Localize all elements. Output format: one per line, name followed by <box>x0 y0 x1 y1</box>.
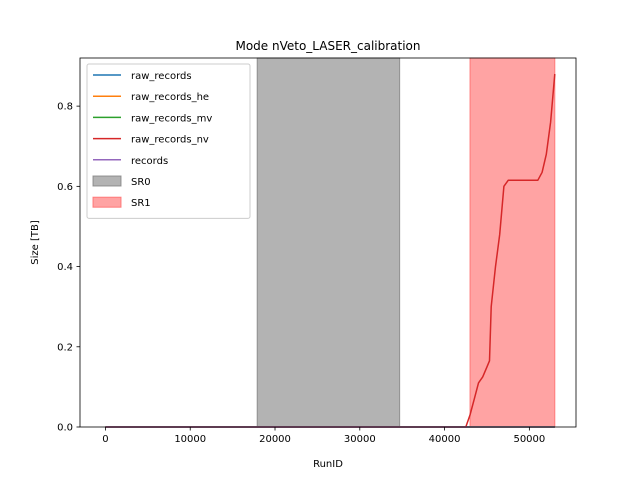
x-tick-label: 10000 <box>174 434 206 445</box>
legend-label-raw-records-he: raw_records_he <box>131 92 209 103</box>
legend-label-records: records <box>131 156 168 167</box>
y-tick-label: 0.2 <box>57 342 73 353</box>
legend-label-raw-records-nv: raw_records_nv <box>131 135 209 146</box>
y-tick-label: 0.8 <box>57 102 73 113</box>
span-sr0 <box>256 57 401 428</box>
x-axis-label: RunID <box>313 459 343 470</box>
y-axis-ticks: 0.0 0.2 0.4 0.6 0.8 <box>57 102 80 434</box>
legend-swatch-sr0 <box>92 175 122 187</box>
legend-label-raw-records: raw_records <box>131 71 192 82</box>
plot-frame <box>79 57 577 428</box>
spans-layer <box>256 57 556 428</box>
x-axis-ticks: 0 10000 20000 30000 40000 50000 <box>102 427 545 445</box>
legend-label-sr0: SR0 <box>131 177 151 188</box>
legend: raw_records raw_records_he raw_records_mvr… <box>86 63 251 219</box>
y-tick-label: 0.4 <box>57 262 73 273</box>
span-sr1 <box>469 57 556 428</box>
legend-label-raw-records-mv: raw_records_mv <box>131 113 212 124</box>
series-line-raw-records-nv <box>105 73 556 428</box>
x-tick-label: 50000 <box>513 434 545 445</box>
x-tick-label: 30000 <box>344 434 376 445</box>
legend-box <box>86 63 251 219</box>
x-tick-label: 0 <box>102 434 108 445</box>
x-tick-label: 20000 <box>259 434 291 445</box>
legend-swatch-sr1 <box>92 196 122 208</box>
y-tick-label: 0.6 <box>57 182 73 193</box>
y-tick-label: 0.0 <box>57 423 73 434</box>
legend-label-sr1: SR1 <box>131 198 151 209</box>
chart-title: Mode nVeto_LASER_calibration <box>235 39 420 53</box>
x-tick-label: 40000 <box>429 434 461 445</box>
y-axis-label: Size [TB] <box>30 220 41 265</box>
